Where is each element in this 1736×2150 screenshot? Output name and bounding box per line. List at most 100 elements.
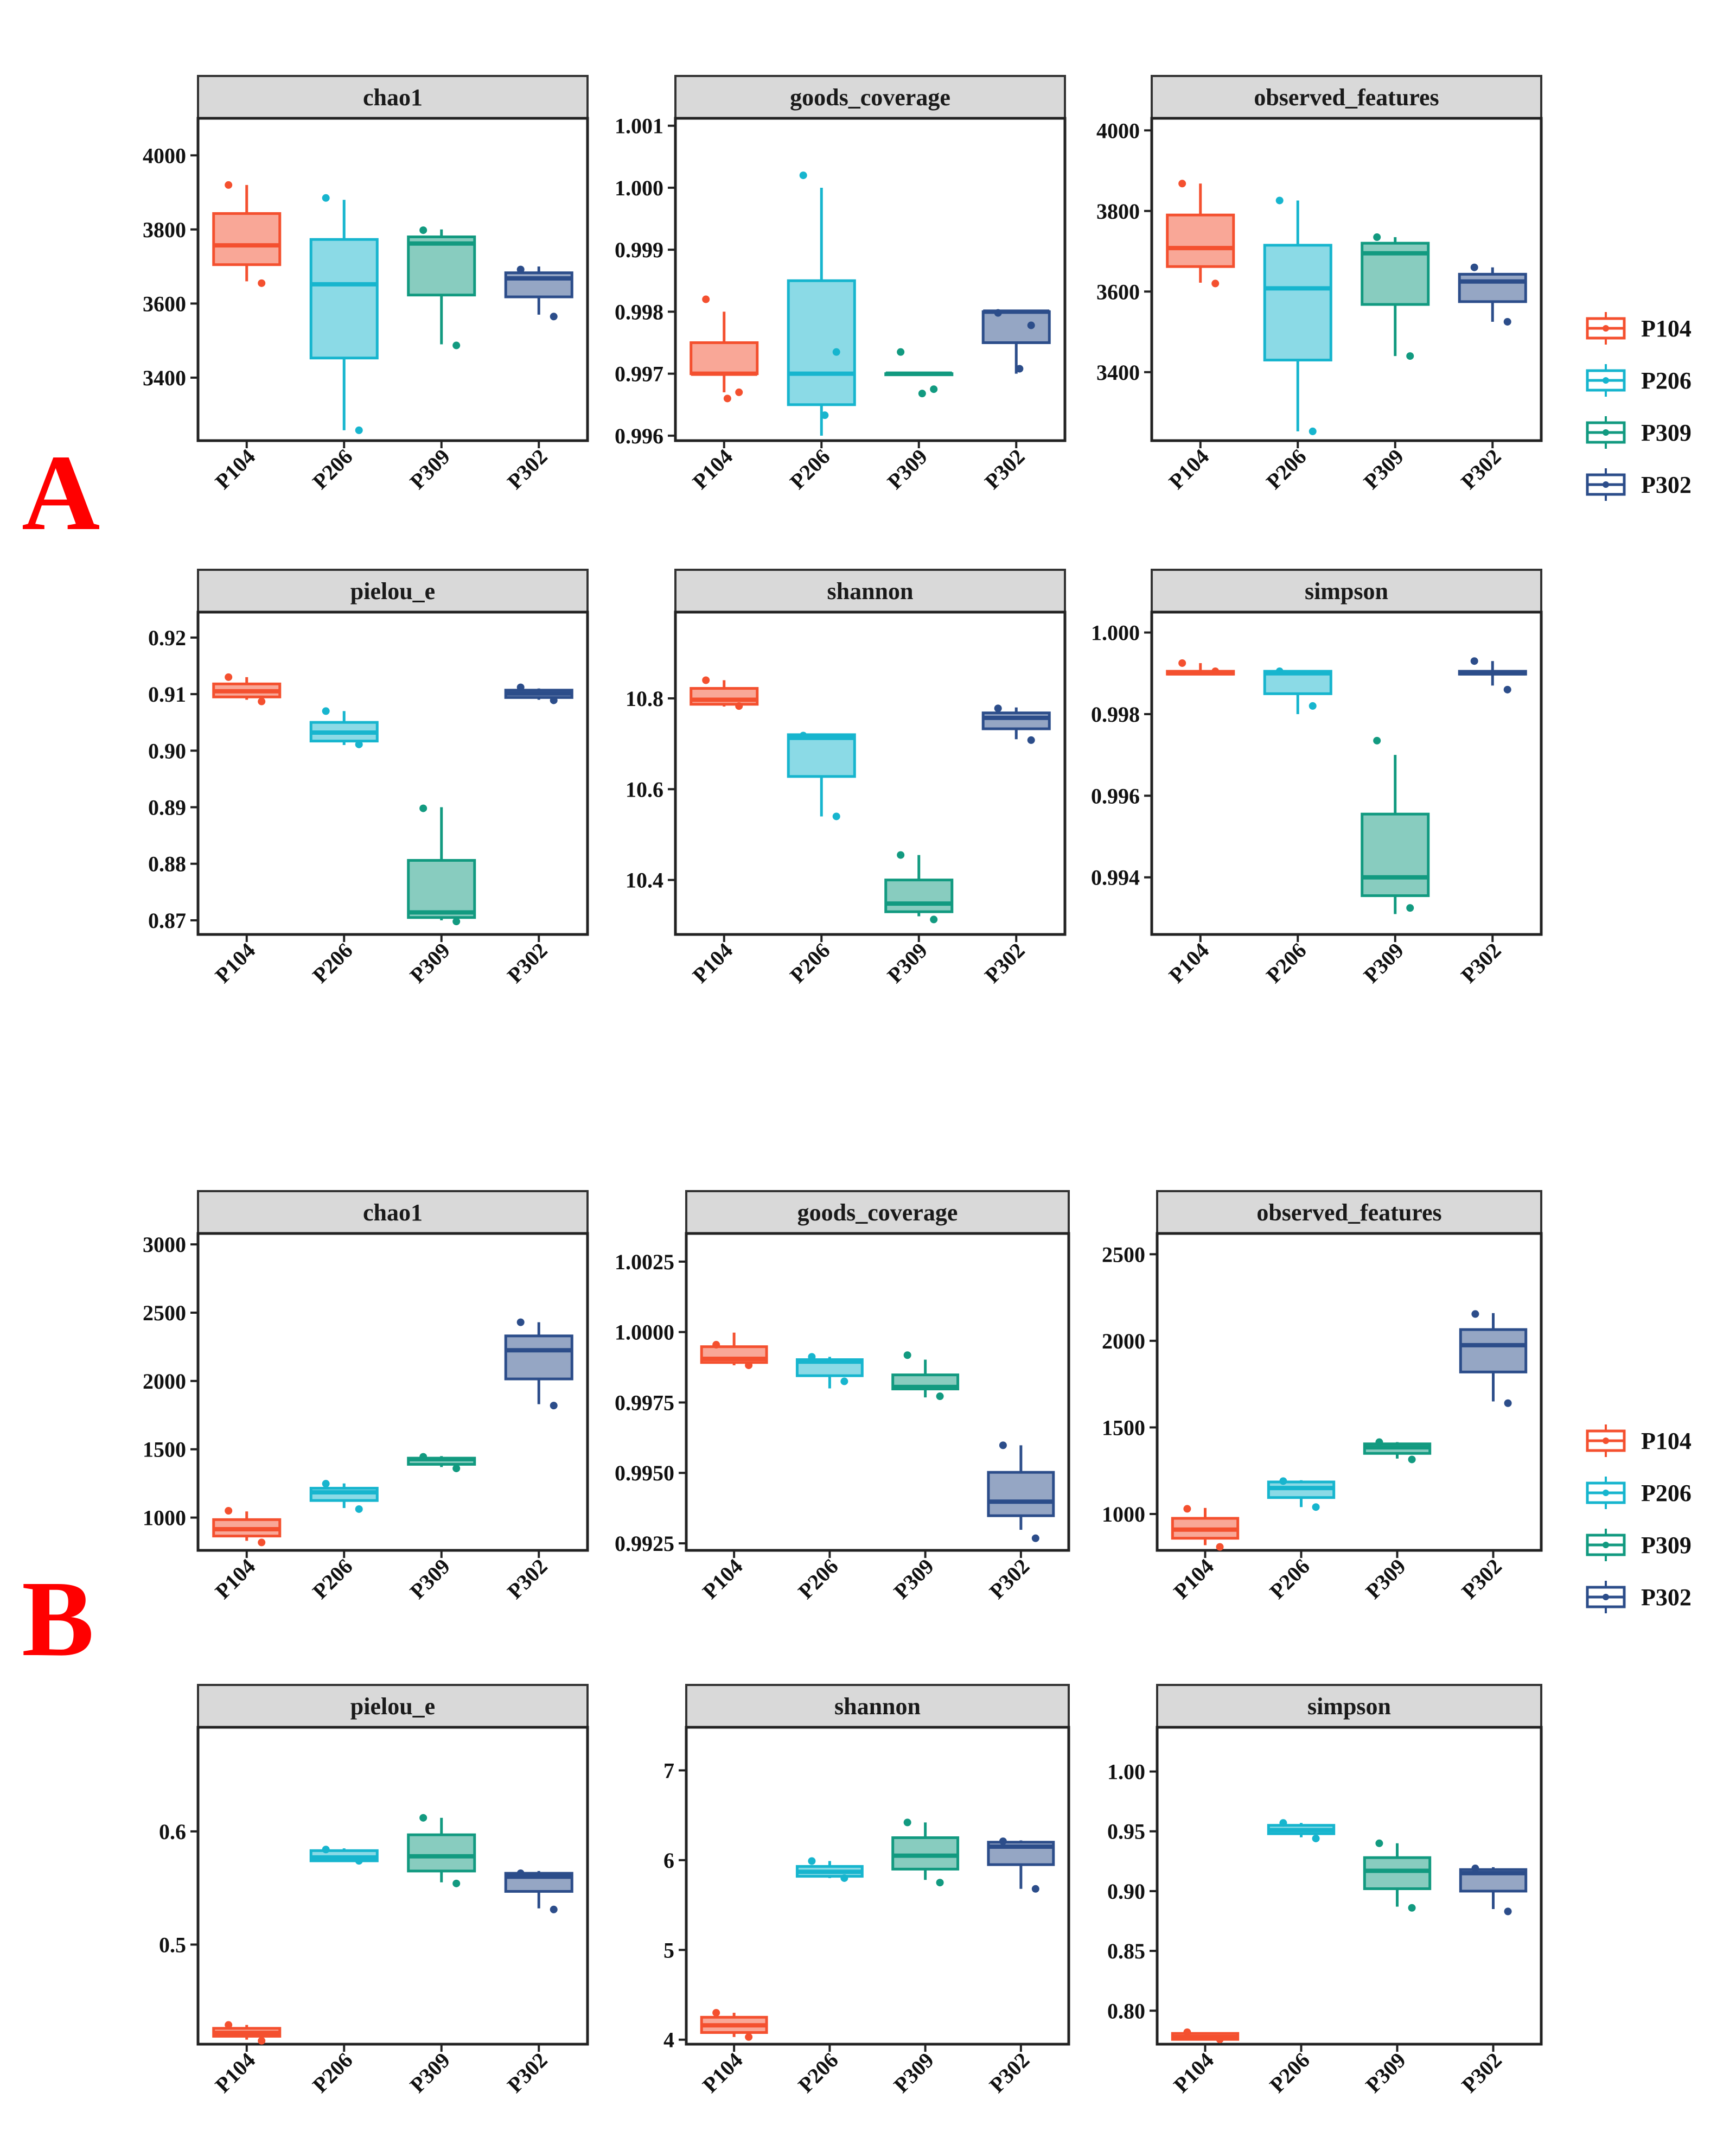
legend-key-point	[1603, 325, 1609, 332]
y-tick-label: 0.996	[615, 424, 663, 448]
box-body	[1363, 1856, 1432, 1891]
legend-a: P104 P206 P309 P302	[1586, 312, 1692, 501]
legend-item-p104: P104	[1586, 1424, 1692, 1457]
data-point	[516, 683, 525, 691]
legend-label: P309	[1641, 1532, 1692, 1559]
x-tick-label: P302	[980, 444, 1030, 494]
box-body	[1458, 272, 1527, 303]
data-point	[322, 1480, 330, 1488]
legend-b: P104 P206 P309 P302	[1586, 1424, 1692, 1613]
data-point	[936, 1392, 944, 1401]
legend-key-point	[1603, 1542, 1609, 1548]
x-tick-label: P104	[698, 2048, 748, 2098]
box-body	[1361, 812, 1430, 898]
y-tick-label: 1.00	[1107, 1760, 1145, 1784]
y-tick-label: 1.0000	[615, 1320, 674, 1345]
box-p302	[504, 265, 573, 321]
x-tick-label: P206	[1265, 2048, 1314, 2098]
box-p302	[504, 1869, 573, 1913]
box-body	[787, 733, 856, 778]
y-tick-label: 10.8	[626, 686, 663, 711]
box-body	[981, 310, 1051, 345]
box-p309	[407, 226, 476, 349]
data-point	[1031, 1534, 1039, 1542]
y-tick-label: 2000	[1102, 1329, 1145, 1353]
data-point	[918, 390, 926, 398]
data-point	[452, 1464, 461, 1472]
facet-strip	[197, 1684, 589, 1728]
box-p302	[1459, 1865, 1528, 1916]
box-body	[1459, 1328, 1528, 1373]
box-body	[1263, 244, 1332, 362]
subplot-a-pielou: pielou_e 0.87 0.88 0.89 0.90 0.91 0.92 P104 P206…	[148, 569, 589, 988]
box-p302	[1458, 657, 1527, 694]
data-point	[452, 341, 461, 349]
data-point	[419, 1814, 427, 1822]
legend-key-point	[1603, 429, 1609, 436]
data-point	[355, 1857, 363, 1865]
y-tick-label: 10.4	[626, 868, 663, 893]
legend-item-p309: P309	[1586, 1529, 1692, 1561]
box-p302	[1459, 1310, 1528, 1407]
x-tick-label: P309	[405, 1554, 455, 1604]
data-point	[355, 426, 363, 434]
x-tick-label: P309	[889, 1554, 939, 1604]
legend-label: P302	[1641, 472, 1692, 498]
box-p302	[987, 1837, 1055, 1893]
y-tick-label: 0.9950	[615, 1461, 674, 1485]
panel-label-b: B	[22, 1559, 94, 1679]
box-body	[309, 238, 379, 360]
data-point	[994, 704, 1002, 713]
plot-panel	[674, 117, 1067, 442]
data-point	[723, 395, 731, 403]
legend-key-point	[1603, 377, 1609, 384]
y-tick-label: 1.000	[1091, 621, 1140, 645]
box-p104	[212, 1507, 282, 1547]
subplot-a-chao1: chao1 3400 3600 3800 4000 P104 P206 P309 P302	[143, 75, 589, 494]
plot-panel	[674, 610, 1067, 936]
y-tick-label: 0.994	[1091, 866, 1140, 890]
box-body	[787, 279, 856, 406]
data-point	[702, 295, 710, 303]
box-p206	[1267, 1477, 1336, 1511]
box-p104	[700, 1332, 768, 1369]
data-point	[550, 696, 558, 704]
box-p206	[787, 171, 856, 436]
legend-label: P302	[1641, 1584, 1692, 1611]
data-point	[936, 1879, 944, 1887]
y-tick-label: 3000	[143, 1232, 186, 1257]
data-point	[452, 918, 461, 926]
box-p206	[795, 1353, 864, 1389]
y-tick-label: 4000	[1096, 118, 1140, 143]
y-tick-label: 0.998	[615, 300, 663, 324]
box-p104	[1171, 2028, 1240, 2044]
box-p104	[1166, 659, 1235, 676]
box-body	[884, 879, 954, 913]
y-tick-label: 0.90	[1107, 1879, 1145, 1904]
x-tick-label: P206	[793, 2048, 843, 2098]
y-tick-label: 0.9975	[615, 1390, 674, 1415]
y-tick-label: 1500	[1102, 1415, 1145, 1440]
data-point	[745, 2033, 753, 2041]
box-p309	[891, 1351, 960, 1401]
x-tick-label: P309	[1361, 1554, 1410, 1604]
x-tick-label: P302	[1456, 444, 1506, 494]
legend-item-p302: P302	[1586, 1581, 1692, 1613]
data-point	[1275, 196, 1284, 205]
x-tick-label: P302	[1457, 1554, 1507, 1604]
subplot-b-chao1: chao1 1000 1500 2000 2500 3000 P104 P206 P309 P30…	[143, 1190, 589, 1604]
data-point	[1216, 1543, 1224, 1551]
data-point	[712, 2009, 720, 2017]
y-tick-label: 3600	[143, 291, 186, 316]
box-body	[981, 711, 1051, 730]
data-point	[225, 181, 233, 189]
box-body	[407, 1833, 476, 1873]
data-point	[1016, 365, 1024, 373]
data-point	[1503, 685, 1511, 694]
data-point	[1471, 1865, 1479, 1873]
x-tick-label: P309	[889, 2048, 939, 2098]
legend-label: P309	[1641, 419, 1692, 446]
legend-key-point	[1603, 1490, 1609, 1496]
plot-panel	[196, 1232, 589, 1552]
